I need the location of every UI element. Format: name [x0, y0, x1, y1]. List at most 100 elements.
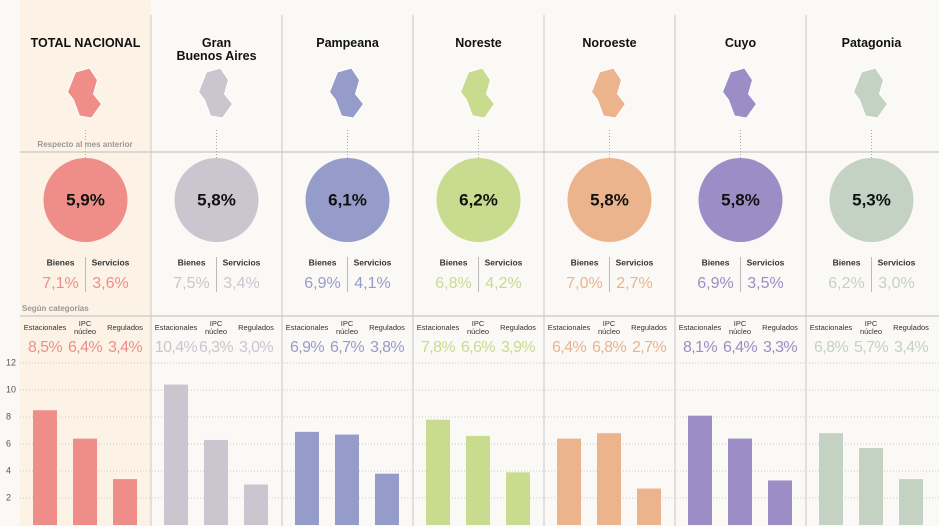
- bar: [466, 435, 490, 525]
- bar: [819, 433, 843, 525]
- value-label: 8,1%: [683, 339, 717, 356]
- goods-label: Bienes: [440, 257, 468, 267]
- y-tick-label: 6: [6, 438, 11, 448]
- total-circle: [829, 158, 914, 242]
- categories-note: Según categorías: [22, 304, 89, 313]
- value-label: 10,4%: [155, 339, 198, 356]
- value-label: 8,5%: [28, 339, 62, 356]
- value-label: 3,9%: [501, 339, 535, 356]
- services-label: Servicios: [747, 257, 785, 267]
- bar: [637, 488, 661, 525]
- goods-label: Bienes: [309, 257, 337, 267]
- value-label: 6,8%: [592, 339, 626, 356]
- bar: [164, 384, 188, 525]
- total-value: 5,8%: [721, 190, 760, 209]
- total-value: 6,2%: [459, 190, 498, 209]
- category-label: Regulados: [893, 323, 929, 332]
- region-map: [459, 67, 496, 119]
- goods-value: 6,8%: [435, 275, 471, 292]
- bar: [688, 415, 712, 525]
- region-map: [197, 67, 234, 119]
- region-name: Pampeana: [316, 36, 379, 50]
- services-value: 4,2%: [485, 275, 521, 292]
- goods-value: 6,9%: [304, 275, 340, 292]
- value-label: 6,4%: [723, 339, 757, 356]
- category-label: Regulados: [107, 323, 143, 332]
- category-label: Regulados: [238, 323, 274, 332]
- bar: [244, 484, 268, 525]
- value-label: 7,8%: [421, 339, 455, 356]
- category-label: Estacionales: [547, 323, 591, 332]
- value-label: 3,4%: [894, 339, 928, 356]
- region-map: [66, 67, 103, 119]
- services-value: 3,4%: [223, 275, 259, 292]
- category-label: IPC núcleo: [859, 319, 883, 336]
- bar: [768, 480, 792, 525]
- total-value: 5,8%: [590, 190, 629, 209]
- header-note: Respecto al mes anterior: [37, 140, 132, 149]
- category-label: IPC núcleo: [204, 319, 228, 336]
- services-label: Servicios: [354, 257, 392, 267]
- category-label: Regulados: [762, 323, 798, 332]
- services-label: Servicios: [223, 257, 261, 267]
- region-name: Cuyo: [724, 36, 757, 50]
- region-name: Gran Buenos Aires: [176, 36, 257, 64]
- bar: [899, 479, 923, 525]
- category-label: Regulados: [631, 323, 667, 332]
- bar: [204, 439, 228, 525]
- services-value: 3,6%: [92, 275, 128, 292]
- region-map: [721, 67, 758, 119]
- services-label: Servicios: [878, 257, 916, 267]
- region-map: [328, 67, 365, 119]
- category-label: Estacionales: [285, 323, 329, 332]
- bar: [335, 434, 359, 525]
- goods-label: Bienes: [47, 257, 75, 267]
- services-value: 2,7%: [616, 275, 652, 292]
- category-label: IPC núcleo: [728, 319, 752, 336]
- total-value: 6,1%: [328, 190, 367, 209]
- category-label: Estacionales: [809, 323, 853, 332]
- category-label: Regulados: [369, 323, 405, 332]
- value-label: 3,8%: [370, 339, 404, 356]
- category-label: Estacionales: [678, 323, 722, 332]
- value-label: 3,0%: [239, 339, 273, 356]
- region-map: [590, 67, 627, 119]
- bar: [113, 479, 137, 525]
- total-circle: [43, 158, 128, 242]
- goods-label: Bienes: [702, 257, 730, 267]
- y-tick-label: 10: [6, 384, 16, 394]
- region-name: Noroeste: [582, 36, 637, 50]
- bar: [557, 438, 581, 525]
- goods-value: 6,9%: [697, 275, 733, 292]
- region-map: [852, 67, 889, 119]
- y-tick-label: 12: [6, 357, 16, 367]
- bar: [426, 419, 450, 525]
- services-label: Servicios: [92, 257, 130, 267]
- category-label: IPC núcleo: [335, 319, 359, 336]
- value-label: 6,3%: [199, 339, 233, 356]
- category-label: Estacionales: [416, 323, 460, 332]
- total-value: 5,8%: [197, 190, 236, 209]
- y-tick-label: 4: [6, 465, 11, 475]
- y-tick-label: 8: [6, 411, 11, 421]
- category-label: IPC núcleo: [597, 319, 621, 336]
- region-name: TOTAL NACIONAL: [30, 36, 141, 50]
- total-value: 5,3%: [852, 190, 891, 209]
- bar: [33, 410, 57, 525]
- category-label: Regulados: [500, 323, 536, 332]
- value-label: 6,9%: [290, 339, 324, 356]
- value-label: 6,8%: [814, 339, 848, 356]
- services-value: 3,5%: [747, 275, 783, 292]
- goods-label: Bienes: [178, 257, 206, 267]
- total-circle: [305, 158, 390, 242]
- category-label: IPC núcleo: [73, 319, 97, 336]
- region-name: Patagonia: [841, 36, 902, 50]
- goods-value: 7,5%: [173, 275, 209, 292]
- value-label: 6,4%: [552, 339, 586, 356]
- total-circle: [567, 158, 652, 242]
- bar: [375, 473, 399, 525]
- y-tick-label: 2: [6, 492, 11, 502]
- services-label: Servicios: [616, 257, 654, 267]
- total-circle: [174, 158, 259, 242]
- bar: [295, 431, 319, 525]
